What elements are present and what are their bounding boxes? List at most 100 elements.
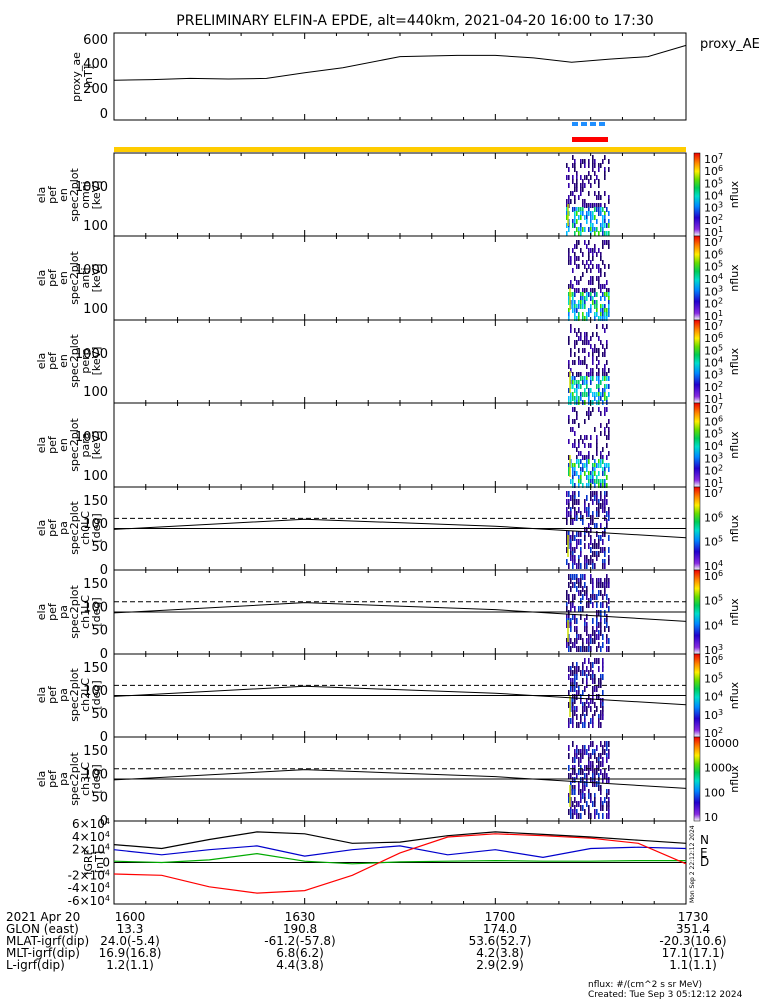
- spectrogram-cell: [584, 749, 586, 755]
- spectrogram-cell: [572, 594, 574, 600]
- spectrogram-cell: [568, 300, 570, 305]
- spectrogram-cell: [594, 753, 596, 759]
- spectrogram-cell: [576, 662, 578, 668]
- spectrogram-cell: [598, 642, 600, 648]
- spectrogram-cell: [594, 594, 596, 600]
- igrf-series-total: [113, 831, 687, 850]
- spectrogram-cell: [592, 264, 594, 269]
- spectrogram-cell: [586, 602, 588, 608]
- spectrogram-cell: [582, 467, 584, 472]
- spectrogram-cell: [574, 244, 576, 249]
- spectrogram-cell: [598, 336, 600, 341]
- spectrogram-cell: [592, 578, 594, 584]
- spectrogram-cell: [598, 284, 600, 289]
- spectrogram-cell: [578, 722, 580, 728]
- spectrogram-cell: [578, 590, 580, 596]
- spectrogram-cell: [592, 159, 594, 164]
- ch1lc-spectrogram: [566, 574, 610, 652]
- spectrogram-cell: [572, 396, 574, 401]
- spectrogram-cell: [604, 559, 606, 565]
- spectrogram-cell: [574, 710, 576, 716]
- spectrogram-cell: [598, 388, 600, 393]
- colorbar-label: nflux: [728, 347, 741, 375]
- spectrogram-cell: [580, 231, 582, 236]
- spectrogram-cell: [588, 411, 590, 416]
- spectrogram-cell: [582, 455, 584, 460]
- spectrogram-cell: [568, 388, 570, 393]
- spectrogram-cell: [600, 272, 602, 277]
- spectrogram-cell: [596, 308, 598, 313]
- spectrogram-cell: [602, 674, 604, 680]
- spectrogram-cell: [572, 698, 574, 704]
- spectrogram-cell: [602, 223, 604, 228]
- spectrogram-cell: [596, 658, 598, 664]
- spectrogram-cell: [598, 392, 600, 397]
- spectrogram-cell: [582, 793, 584, 799]
- spectrogram-cell: [566, 622, 568, 628]
- spectrogram-cell: [600, 288, 602, 293]
- spectrogram-cell: [572, 702, 574, 708]
- spectrogram-cell: [578, 264, 580, 269]
- ylabel-line: ela: [35, 270, 48, 287]
- omni-tick-100: 100: [83, 219, 108, 234]
- spectrogram-cell: [576, 471, 578, 476]
- spectrogram-cell: [576, 499, 578, 505]
- spectrogram-cell: [586, 411, 588, 416]
- spectrogram-cell: [574, 686, 576, 692]
- spectrogram-cell: [576, 773, 578, 779]
- spectrogram-cell: [574, 706, 576, 712]
- spectrogram-cell: [572, 582, 574, 588]
- spectrogram-cell: [574, 211, 576, 216]
- spectrogram-cell: [582, 805, 584, 811]
- spectrogram-cell: [582, 203, 584, 208]
- spectrogram-cell: [578, 690, 580, 696]
- spectrogram-cell: [588, 809, 590, 815]
- spectrogram-cell: [578, 380, 580, 385]
- spectrogram-cell: [582, 392, 584, 397]
- spectrogram-cell: [572, 372, 574, 377]
- spectrogram-cell: [604, 626, 606, 632]
- spectrogram-cell: [596, 745, 598, 751]
- spectrogram-cell: [596, 531, 598, 537]
- spectrogram-cell: [608, 435, 610, 440]
- spectrogram-cell: [584, 543, 586, 549]
- spectrogram-cell: [602, 642, 604, 648]
- spectrogram-cell: [570, 191, 572, 196]
- igrf-tick-label: -6×104: [68, 894, 110, 908]
- spectrogram-cell: [592, 372, 594, 377]
- spectrogram-cell: [572, 392, 574, 397]
- spectrogram-cell: [596, 332, 598, 337]
- spectrogram-cell: [570, 809, 572, 815]
- spectrogram-cell: [604, 527, 606, 533]
- spectrogram-cell: [570, 368, 572, 373]
- spectrogram-cell: [584, 535, 586, 541]
- spectrogram-cell: [588, 638, 590, 644]
- spectrogram-cell: [592, 376, 594, 381]
- spectrogram-cell: [572, 801, 574, 807]
- spectrogram-cell: [578, 459, 580, 464]
- spectrogram-cell: [568, 702, 570, 708]
- spectrogram-cell: [600, 479, 602, 484]
- spectrogram-cell: [598, 761, 600, 767]
- spectrogram-cell: [602, 467, 604, 472]
- spectrogram-cell: [572, 471, 574, 476]
- colorbar-label: nflux: [728, 681, 741, 709]
- spectrogram-cell: [572, 559, 574, 565]
- spectrogram-cell: [568, 622, 570, 628]
- ylabel-line: [keV]: [90, 264, 103, 293]
- spectrogram-cell: [608, 515, 610, 521]
- spectrogram-cell: [574, 316, 576, 321]
- spectrogram-cell: [590, 227, 592, 232]
- spectrogram-cell: [604, 610, 606, 616]
- spectrogram-cell: [572, 300, 574, 305]
- spectrogram-cell: [578, 563, 580, 569]
- spectrogram-cell: [608, 598, 610, 604]
- spectrogram-cell: [576, 179, 578, 184]
- spectrogram-cell: [600, 682, 602, 688]
- ylabel-line: spec2plot: [68, 334, 81, 388]
- spectrogram-cell: [570, 256, 572, 261]
- spectrogram-cell: [598, 535, 600, 541]
